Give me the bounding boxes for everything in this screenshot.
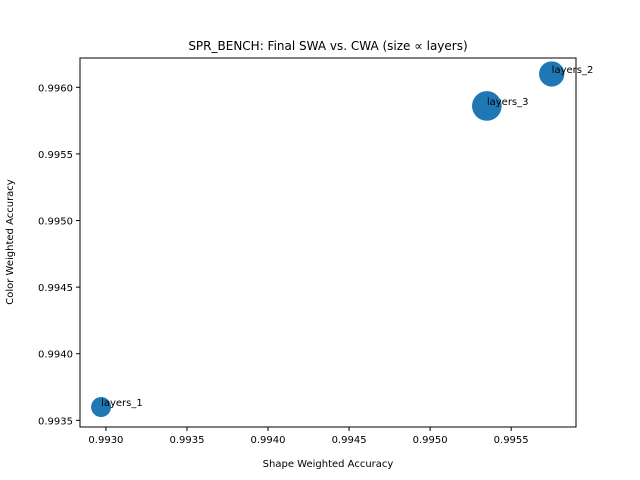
- point-label: layers_3: [487, 97, 529, 108]
- x-axis-title: Shape Weighted Accuracy: [263, 459, 394, 470]
- x-tick-label: 0.9950: [413, 435, 448, 446]
- scatter-point-layers_1: [91, 397, 112, 418]
- plot-frame: [79, 57, 577, 428]
- x-tick-label: 0.9935: [169, 435, 204, 446]
- y-tick-label: 0.9950: [38, 217, 73, 228]
- scatter-point-layers_3: [472, 91, 502, 121]
- x-tick-label: 0.9940: [251, 435, 286, 446]
- point-label: layers_2: [552, 65, 594, 76]
- x-tick-label: 0.9945: [332, 435, 367, 446]
- y-axis: 0.9935 0.9940 0.9945 0.9950 0.9955 0.9960: [38, 83, 80, 427]
- y-tick-label: 0.9955: [38, 150, 73, 161]
- y-tick-label: 0.9935: [38, 416, 73, 427]
- x-tick-label: 0.9930: [88, 435, 123, 446]
- points-layer: layers_1 layers_2 layers_3: [91, 61, 594, 418]
- y-tick-label: 0.9960: [38, 83, 73, 94]
- point-label: layers_1: [101, 398, 143, 409]
- y-tick-label: 0.9940: [38, 350, 73, 361]
- y-tick-label: 0.9945: [38, 283, 73, 294]
- chart-title: SPR_BENCH: Final SWA vs. CWA (size ∝ lay…: [188, 39, 467, 53]
- x-axis: 0.9930 0.9935 0.9940 0.9945 0.9950 0.9955: [88, 427, 529, 446]
- scatter-point-layers_2: [539, 61, 565, 87]
- x-tick-label: 0.9955: [494, 435, 529, 446]
- y-axis-title: Color Weighted Accuracy: [5, 179, 16, 305]
